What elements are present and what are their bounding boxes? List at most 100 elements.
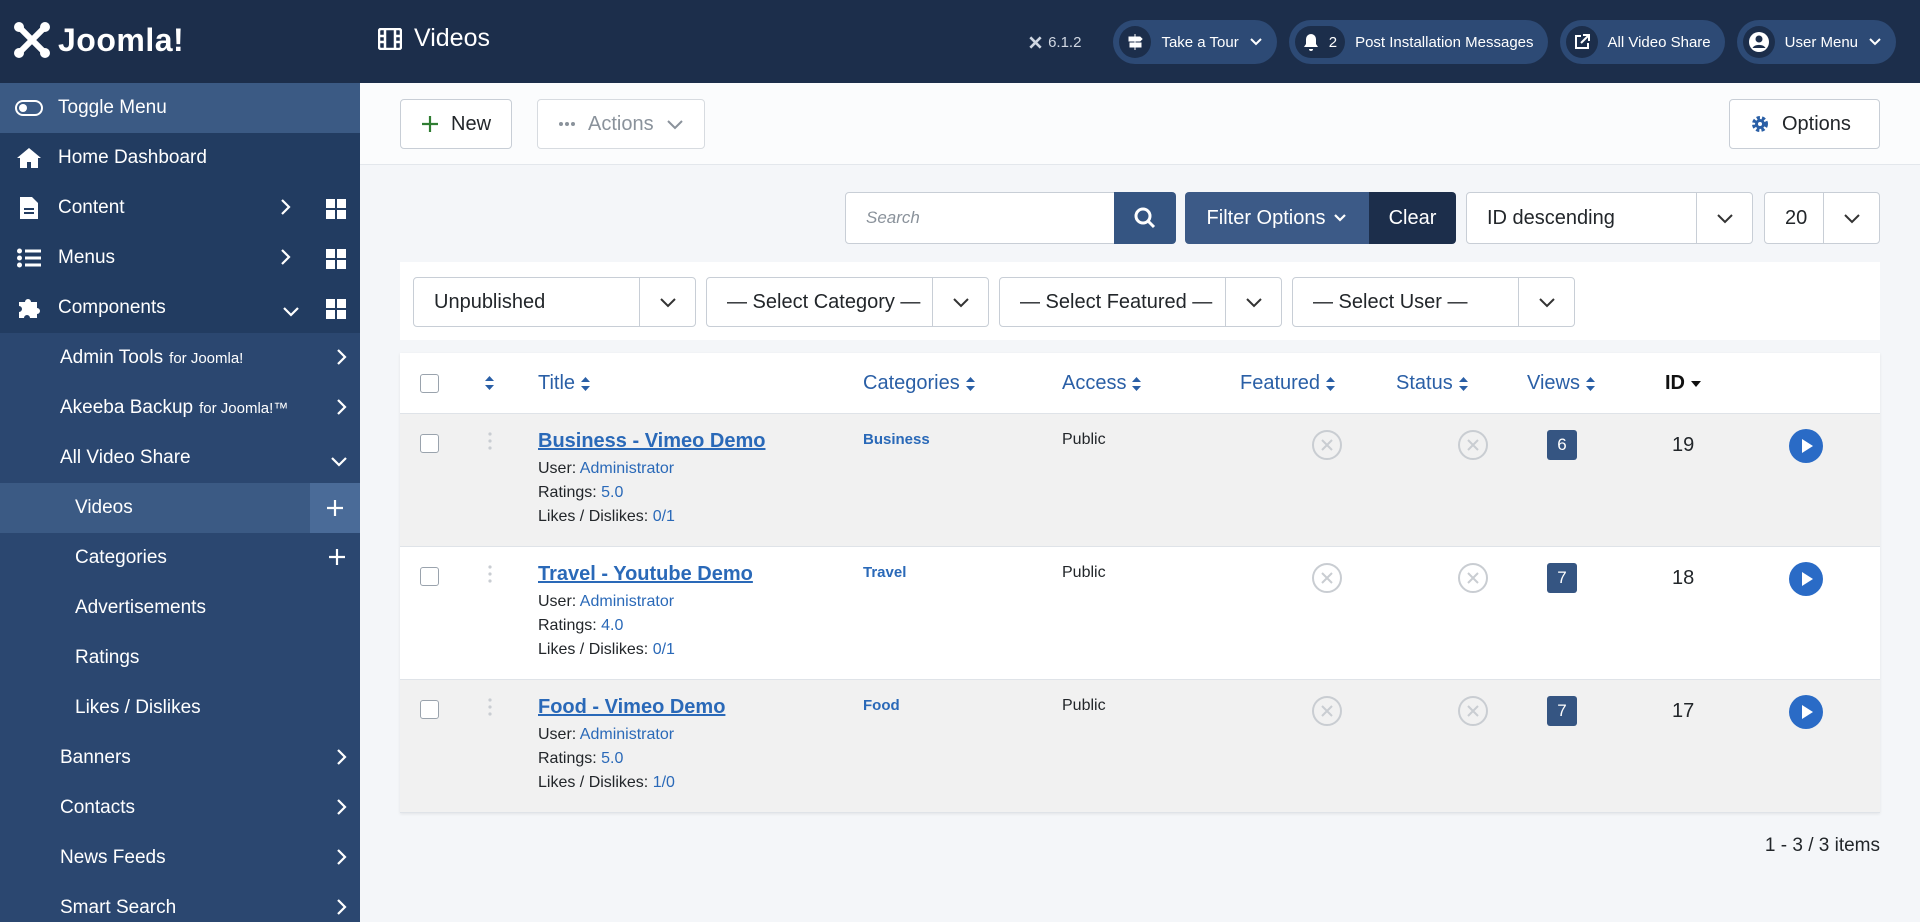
column-title: Categories (863, 372, 960, 394)
filter-value: — Select Featured — (1020, 290, 1213, 313)
sort-icon (1132, 376, 1142, 391)
meta-label: Ratings: (538, 750, 597, 767)
column-header[interactable]: Status (1396, 372, 1469, 395)
row-checkbox[interactable] (420, 700, 439, 719)
status-toggle[interactable] (1457, 562, 1489, 599)
filter-select[interactable]: Unpublished (413, 277, 696, 327)
site-label: All Video Share (1607, 33, 1711, 51)
sidebar-item[interactable]: Banners (0, 733, 360, 783)
search-button[interactable] (1114, 192, 1176, 244)
sidebar-item[interactable]: Akeeba Backup for Joomla!™ (0, 383, 360, 433)
select-all[interactable] (420, 374, 439, 393)
actions-button[interactable]: Actions (537, 99, 705, 149)
options-button[interactable]: Options (1729, 99, 1880, 149)
row-checkbox[interactable] (420, 434, 439, 453)
logo[interactable]: Joomla! (12, 20, 184, 60)
meta-link[interactable]: Administrator (579, 593, 675, 610)
clear-button[interactable]: Clear (1369, 192, 1456, 244)
filter-select[interactable]: — Select User — (1292, 277, 1575, 327)
column-header[interactable]: Title (538, 372, 591, 395)
sidebar-item[interactable]: Toggle Menu (0, 83, 360, 133)
expand-arrow (280, 198, 292, 222)
featured-toggle[interactable] (1311, 562, 1343, 599)
play-button[interactable] (1789, 562, 1823, 601)
meta-link[interactable]: 5.0 (601, 750, 624, 767)
sidebar-item[interactable]: Categories (0, 533, 360, 583)
column-header[interactable]: Categories (863, 372, 976, 395)
video-title[interactable]: Travel - Youtube Demo (538, 563, 753, 585)
add-link[interactable] (310, 483, 360, 533)
play-button[interactable] (1789, 429, 1823, 468)
sidebar-item[interactable]: News Feeds (0, 833, 360, 883)
expand-arrow (336, 898, 348, 922)
category-link[interactable]: Travel (863, 564, 907, 581)
column-header[interactable]: Access (1062, 372, 1142, 395)
filter-options-button[interactable]: Filter Options (1185, 192, 1369, 244)
sidebar-item[interactable]: Components (0, 283, 360, 333)
column-header[interactable]: Views (1527, 372, 1596, 395)
dashboard-link[interactable] (326, 249, 346, 275)
filter-select[interactable]: — Select Featured — (999, 277, 1282, 327)
filter-select[interactable]: — Select Category — (706, 277, 989, 327)
status-toggle[interactable] (1457, 695, 1489, 732)
video-title[interactable]: Business - Vimeo Demo (538, 430, 766, 452)
limit-select[interactable]: 20 (1764, 192, 1880, 244)
drag-handle (488, 698, 492, 721)
sidebar-item[interactable]: Home Dashboard (0, 133, 360, 183)
sidebar-item[interactable]: Advertisements (0, 583, 360, 633)
tour-button[interactable]: Take a Tour (1113, 20, 1277, 64)
access-level: Public (1062, 431, 1106, 448)
sidebar-item[interactable]: Contacts (0, 783, 360, 833)
featured-toggle[interactable] (1311, 695, 1343, 732)
video-title[interactable]: Food - Vimeo Demo (538, 696, 726, 718)
sidebar-item[interactable]: All Video Share (0, 433, 360, 483)
sidebar-item[interactable]: Content (0, 183, 360, 233)
column-title: Title (538, 372, 576, 394)
category-link[interactable]: Business (863, 431, 930, 448)
bell (1303, 34, 1318, 51)
row-checkbox[interactable] (420, 567, 439, 586)
meta-line: Likes / Dislikes: 0/1 (538, 638, 753, 662)
sidebar-item[interactable]: Smart Search (0, 883, 360, 922)
sort-icon (1326, 376, 1336, 391)
meta-link[interactable]: Administrator (579, 460, 675, 477)
sidebar-item[interactable]: Admin Tools for Joomla! (0, 333, 360, 383)
status-toggle[interactable] (1457, 429, 1489, 466)
ordering-header[interactable] (484, 375, 495, 396)
sort-select[interactable]: ID descending (1466, 192, 1753, 244)
play-button[interactable] (1789, 695, 1823, 734)
user-menu-button[interactable]: User Menu (1736, 20, 1896, 64)
sidebar-item[interactable]: Menus (0, 233, 360, 283)
plus-icon (422, 116, 438, 132)
sidebar-item[interactable]: Videos (0, 483, 360, 533)
site-button[interactable]: All Video Share (1559, 20, 1725, 64)
add-link[interactable] (328, 548, 346, 572)
sidebar-item[interactable]: Ratings (0, 633, 360, 683)
meta-link[interactable]: Administrator (579, 726, 675, 743)
filter-value: Unpublished (434, 290, 546, 313)
meta-link[interactable]: 0/1 (652, 641, 675, 658)
new-button[interactable]: New (400, 99, 513, 149)
post-install-button[interactable]: 2 Post Installation Messages (1288, 20, 1548, 64)
search-input[interactable]: Search (845, 192, 1115, 244)
menu-icon (14, 248, 44, 268)
dashboard-link[interactable] (326, 199, 346, 225)
unpublished-icon (1312, 696, 1342, 726)
item-id: 18 (1672, 567, 1695, 589)
search-icon (1134, 207, 1156, 229)
meta-line: User: Administrator (538, 457, 765, 481)
expand-arrow (336, 848, 348, 872)
column-header[interactable]: Featured (1240, 372, 1336, 395)
access-level: Public (1062, 564, 1106, 581)
meta-link[interactable]: 4.0 (601, 617, 624, 634)
featured-toggle[interactable] (1311, 429, 1343, 466)
meta-link[interactable]: 5.0 (601, 484, 624, 501)
sidebar-label: Smart Search (60, 897, 177, 918)
chevron (659, 298, 676, 308)
dashboard-link[interactable] (326, 299, 346, 325)
category-link[interactable]: Food (863, 697, 900, 714)
meta-link[interactable]: 1/0 (652, 774, 675, 791)
meta-link[interactable]: 0/1 (652, 508, 675, 525)
sidebar-item[interactable]: Likes / Dislikes (0, 683, 360, 733)
column-header[interactable]: ID (1665, 372, 1702, 395)
